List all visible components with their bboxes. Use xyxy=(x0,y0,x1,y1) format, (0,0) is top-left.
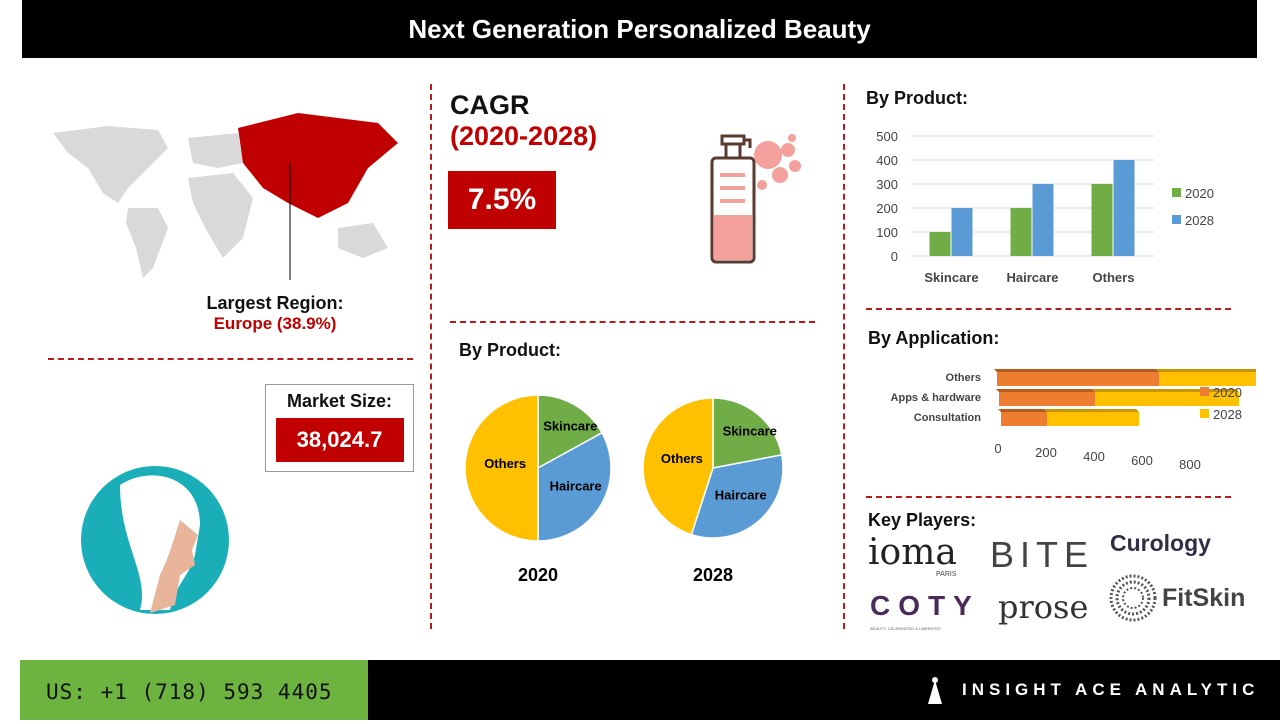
pie-label: Others xyxy=(484,456,526,471)
bar-top xyxy=(1044,409,1139,412)
bar-consultation-2020 xyxy=(1001,412,1047,426)
category-label: Consultation xyxy=(914,412,981,424)
pie-slice-skincare xyxy=(712,397,783,469)
y-tick-label: 200 xyxy=(876,201,898,216)
product-pie-charts: Skincare Haircare Others 2020 Skincare Hairca… xyxy=(464,394,784,585)
x-tick-label: 200 xyxy=(1035,445,1057,460)
pie-label: Haircare xyxy=(715,488,767,503)
divider xyxy=(843,84,845,629)
region-value: Europe (38.9%) xyxy=(213,314,337,333)
region-label: Largest Region: xyxy=(206,293,344,313)
category-label: Others xyxy=(946,372,981,384)
bar-skincare-2028 xyxy=(951,208,973,256)
x-tick-label: 0 xyxy=(994,441,1001,456)
pie-slice-haircare xyxy=(537,431,612,542)
pie-label: Skincare xyxy=(723,424,777,439)
bar-others-2028 xyxy=(1159,372,1256,386)
x-tick-label: 400 xyxy=(1083,449,1105,464)
bar-apps-hardware-2020 xyxy=(999,392,1095,406)
pies-title: By Product: xyxy=(459,340,562,360)
market-size-label: Market Size: xyxy=(286,391,393,411)
legend-label: 2028 xyxy=(1213,407,1242,422)
pie-label: Others xyxy=(661,451,703,466)
fitskin-logo-icon xyxy=(1109,574,1157,622)
y-tick-label: 500 xyxy=(876,129,898,144)
pie-year-label: 2028 xyxy=(693,565,733,585)
x-tick-label: Skincare xyxy=(924,270,978,285)
logo-bite: BITE xyxy=(990,534,1095,575)
page-title: Next Generation Personalized Beauty xyxy=(22,0,1257,58)
bar-skincare-2020 xyxy=(929,232,951,256)
application-bar-chart: Others Apps & hardware Consultation 0 200 400… xyxy=(891,369,1256,472)
bar-others-2028 xyxy=(1113,160,1135,256)
bar-top xyxy=(1156,369,1256,372)
application-chart-title: By Application: xyxy=(868,328,1000,348)
pie-slice-others xyxy=(464,394,539,542)
x-tick-label: 600 xyxy=(1131,453,1153,468)
bar-top xyxy=(994,369,1159,372)
divider xyxy=(450,321,815,323)
footer-phone[interactable]: US: +1 (718) 593 4405 xyxy=(20,660,368,720)
world-map xyxy=(53,113,398,280)
logo-coty-sub: BEAUTY. CELEBRATED & LIBERATED xyxy=(870,626,941,631)
y-tick-label: 100 xyxy=(876,225,898,240)
market-size-card: Market Size: 38,024.7 xyxy=(265,384,414,472)
key-players-title: Key Players: xyxy=(868,510,977,530)
cagr-label: CAGR xyxy=(450,90,530,120)
bar-others-2020 xyxy=(997,372,1159,386)
cosmetic-bottle-icon xyxy=(710,134,801,264)
bar-top xyxy=(998,409,1047,412)
legend-swatch xyxy=(1200,387,1209,396)
cagr-period: (2020-2028) xyxy=(450,121,598,151)
pie-label: Haircare xyxy=(550,478,602,493)
pie-label: Skincare xyxy=(543,418,597,433)
y-tick-label: 300 xyxy=(876,177,898,192)
x-tick-label: Haircare xyxy=(1006,270,1058,285)
pie-slice-skincare xyxy=(537,394,603,470)
bar-haircare-2028 xyxy=(1032,184,1054,256)
y-tick-label: 0 xyxy=(891,249,898,264)
logo-ioma: ioma xyxy=(868,532,957,573)
logo-ioma-sub: PARIS xyxy=(936,571,957,578)
footer-bar: INSIGHT ACE ANALYTIC xyxy=(368,660,1280,720)
divider xyxy=(866,496,1231,498)
legend-swatch xyxy=(1200,409,1209,418)
footer-brand: INSIGHT ACE ANALYTIC xyxy=(962,680,1260,699)
divider xyxy=(866,308,1231,310)
logo-curology: Curology xyxy=(1110,530,1211,556)
y-tick-label: 400 xyxy=(876,153,898,168)
divider xyxy=(48,358,413,360)
legend-swatch xyxy=(1172,188,1181,197)
pie-slice-others xyxy=(642,397,714,536)
legend-label: 2020 xyxy=(1185,186,1214,201)
cagr-value: 7.5% xyxy=(448,171,556,229)
category-label: Apps & hardware xyxy=(891,392,981,404)
bar-top xyxy=(996,389,1095,392)
logo-prose: prose xyxy=(998,588,1089,626)
market-size-value: 38,024.7 xyxy=(275,418,404,462)
bar-chart-title: By Product: xyxy=(866,88,969,108)
pie-slice-haircare xyxy=(690,454,784,539)
logo-coty: COTY xyxy=(870,590,980,621)
divider xyxy=(430,84,432,629)
bar-others-2020 xyxy=(1091,184,1113,256)
pie-year-label: 2020 xyxy=(518,565,558,585)
brand-logo-icon xyxy=(928,677,942,704)
x-tick-label: 800 xyxy=(1179,457,1201,472)
x-tick-label: Others xyxy=(1093,270,1135,285)
bar-consultation-2028 xyxy=(1047,412,1139,426)
product-bar-chart: 0 100 200 300 400 500 Skincare Haircare Others 20… xyxy=(876,129,1214,285)
legend-label: 2020 xyxy=(1213,385,1242,400)
legend-swatch xyxy=(1172,215,1181,224)
bar-haircare-2020 xyxy=(1010,208,1032,256)
logo-fitskin: FitSkin xyxy=(1162,584,1246,612)
face-illustration-icon xyxy=(81,466,229,614)
legend-label: 2028 xyxy=(1185,213,1214,228)
